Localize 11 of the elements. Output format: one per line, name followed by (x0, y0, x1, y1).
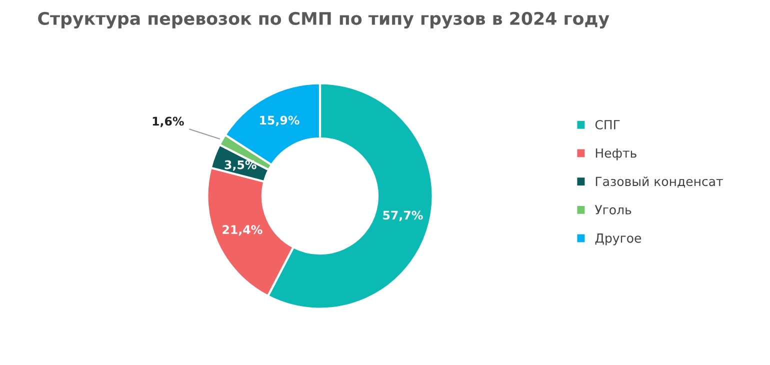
legend-label: Уголь (594, 205, 632, 214)
data-label: 15,9% (260, 116, 300, 126)
chart-title: Структура перевозок по СМП по типу грузов в 2024 году (38, 12, 610, 28)
data-label: 1,6% (152, 116, 184, 128)
legend-label: Другое (595, 234, 642, 246)
legend-label: СПГ (595, 120, 620, 130)
data-label: 3,5% (224, 160, 256, 171)
data-label: 57,7% (383, 210, 423, 222)
data-label: 21,4% (222, 225, 262, 236)
legend-label: Нефть (596, 148, 636, 160)
legend-label: Газовый конденсат (596, 176, 723, 188)
